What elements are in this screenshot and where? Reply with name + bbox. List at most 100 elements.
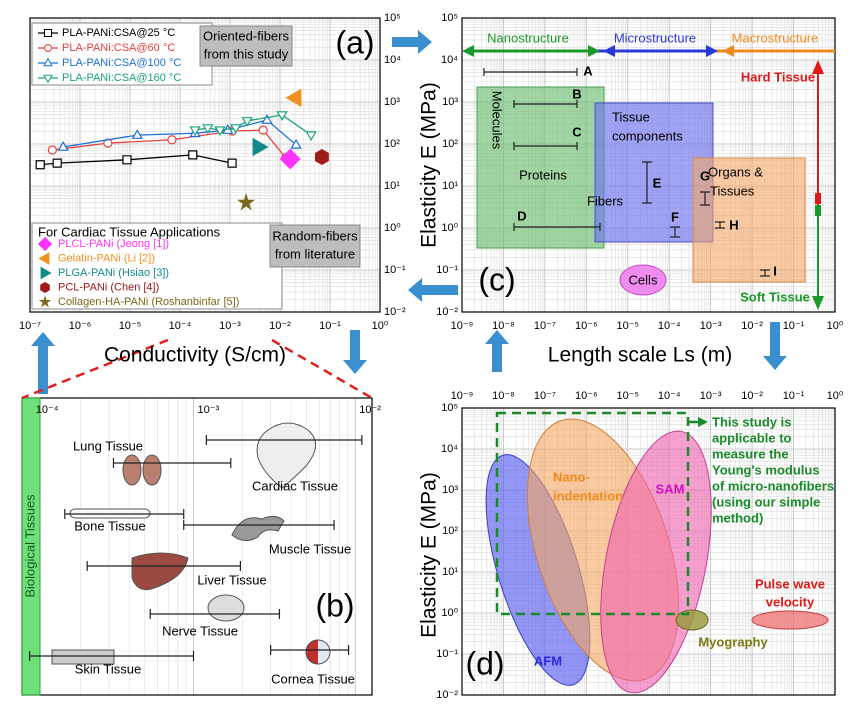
x-tick-label: 10⁻² bbox=[269, 320, 291, 332]
myography-region bbox=[675, 609, 709, 631]
tissue-label: Liver Tissue bbox=[197, 572, 266, 587]
y-tick-label: 10⁵ bbox=[441, 12, 458, 24]
literature-point bbox=[236, 193, 256, 211]
range-bar bbox=[513, 142, 578, 150]
x-tick-label: 10⁻² bbox=[741, 320, 763, 332]
y-tick-label: 10³ bbox=[384, 96, 400, 108]
range-bar bbox=[760, 269, 770, 277]
legend-label: PLA-PANi:CSA@160 °C bbox=[62, 72, 181, 84]
literature-point bbox=[252, 137, 269, 157]
x-axis-label: Conductivity (S/cm) bbox=[104, 344, 286, 367]
y-tick-label: 10⁵ bbox=[384, 12, 401, 24]
region-label: Tissues bbox=[710, 183, 755, 198]
legend-marker bbox=[40, 282, 50, 293]
range-bar bbox=[513, 223, 601, 231]
note-line: method) bbox=[712, 510, 763, 525]
panel-label: (b) bbox=[315, 587, 354, 623]
tissue-label: Cardiac Tissue bbox=[252, 478, 338, 493]
range-letter: F bbox=[671, 209, 679, 224]
note-line: This study is bbox=[712, 414, 791, 429]
x-tick-label: 10⁻⁸ bbox=[492, 320, 515, 332]
arrow-d-to-c bbox=[485, 330, 509, 372]
plot-frame bbox=[461, 407, 836, 696]
x-tick-label: 10⁻³ bbox=[197, 404, 219, 416]
legend-label: PLGA-PANi (Hsiao [3]) bbox=[58, 267, 169, 279]
tissues-bar bbox=[21, 397, 41, 696]
data-point bbox=[241, 117, 253, 127]
note-line: measure the bbox=[712, 446, 789, 461]
arrow-marker bbox=[815, 193, 821, 204]
range-bar bbox=[670, 226, 680, 238]
lung-icon bbox=[142, 454, 162, 486]
marks-layer bbox=[29, 68, 770, 661]
arrow-head bbox=[722, 45, 734, 57]
x-tick-label: 10⁰ bbox=[372, 320, 389, 332]
data-point bbox=[261, 114, 273, 124]
arrow-head bbox=[698, 417, 708, 427]
y-tick-label: 10³ bbox=[442, 484, 458, 496]
y-axis-label: Elasticity E (MPa) bbox=[418, 472, 441, 638]
range-bar bbox=[86, 561, 241, 571]
panel-label: (a) bbox=[335, 24, 374, 60]
y-tick-label: 10¹ bbox=[442, 180, 458, 192]
range-bar bbox=[149, 609, 281, 619]
x-tick-label: 10⁻⁵ bbox=[616, 390, 639, 402]
note-line: (using our simple bbox=[712, 494, 820, 509]
scale-label: Macrostructure bbox=[732, 30, 819, 45]
arrow-c-to-a bbox=[408, 278, 458, 302]
tissue-label: Bone Tissue bbox=[74, 518, 146, 533]
x-tick-label: 10⁻⁷ bbox=[534, 320, 556, 332]
legend-marker bbox=[38, 252, 50, 265]
legend-marker bbox=[44, 29, 52, 37]
range-bar bbox=[183, 520, 335, 530]
legend-box bbox=[31, 22, 213, 86]
y-tick-label: 10⁻¹ bbox=[436, 264, 458, 276]
y-tick-label: 10² bbox=[384, 138, 400, 150]
data-point bbox=[305, 131, 317, 142]
zoom-line bbox=[271, 338, 373, 400]
x-axis-label: Length scale Ls (m) bbox=[548, 344, 732, 367]
arrow-marker bbox=[815, 205, 821, 216]
legend-marker bbox=[37, 236, 53, 252]
pwv-region bbox=[751, 610, 829, 630]
data-point bbox=[47, 145, 57, 155]
region-label: Molecules bbox=[490, 91, 505, 150]
data-point bbox=[230, 124, 242, 135]
annotation: from this study bbox=[204, 46, 289, 61]
x-tick-label: 10⁻⁴ bbox=[169, 320, 192, 332]
legend-marker bbox=[43, 74, 53, 84]
data-point bbox=[57, 140, 69, 151]
x-tick-label: 10⁻⁶ bbox=[69, 320, 92, 332]
y-axis-label: Elasticity E (MPa) bbox=[418, 82, 441, 248]
x-tick-label: 10⁻³ bbox=[219, 320, 241, 332]
x-tick-label: 10⁻⁴ bbox=[658, 390, 681, 402]
range-bar bbox=[715, 221, 725, 229]
brain-icon bbox=[207, 594, 245, 622]
y-tick-label: 10⁵ bbox=[441, 402, 458, 414]
arrow-head bbox=[462, 45, 474, 57]
heart-icon bbox=[256, 422, 316, 489]
panel-label: (d) bbox=[465, 645, 504, 681]
y-tick-label: 10⁰ bbox=[441, 607, 458, 619]
range-bar bbox=[513, 100, 578, 108]
data-point bbox=[290, 138, 302, 149]
data-point bbox=[167, 135, 177, 145]
literature-title: For Cardiac Tissue Applications bbox=[38, 224, 221, 239]
data-point bbox=[227, 158, 237, 168]
tissue-label: Muscle Tissue bbox=[269, 541, 351, 556]
data-point bbox=[276, 111, 288, 122]
method-label: velocity bbox=[766, 594, 815, 609]
liver-icon bbox=[131, 552, 189, 591]
x-tick-label: 10⁻¹ bbox=[319, 320, 341, 332]
range-letter: H bbox=[729, 217, 738, 232]
region-label: Proteins bbox=[519, 167, 567, 182]
y-tick-label: 10⁴ bbox=[441, 54, 458, 66]
annotation-box bbox=[269, 224, 361, 268]
plot-frame bbox=[461, 17, 836, 313]
legend-marker bbox=[43, 57, 53, 67]
tissue-label: Nerve Tissue bbox=[162, 623, 238, 638]
data-point bbox=[202, 124, 214, 135]
data-point bbox=[214, 126, 226, 137]
